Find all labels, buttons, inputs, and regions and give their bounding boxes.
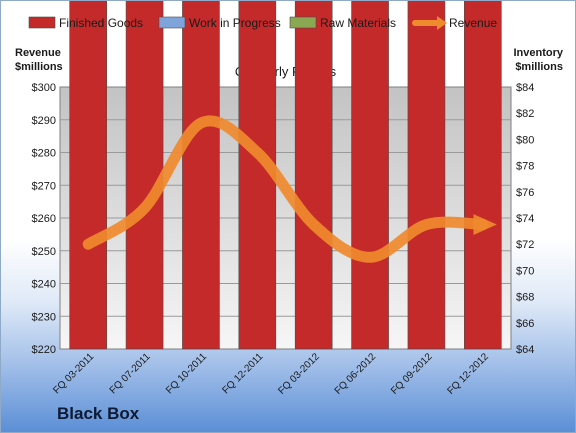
legend-swatch (158, 16, 186, 29)
revenue-line (82, 115, 489, 263)
right-tick-label: $72 (516, 239, 534, 251)
right-tick-label: $66 (516, 318, 534, 330)
right-tick-label: $82 (516, 108, 534, 120)
left-axis-label-line2: $millions (15, 61, 63, 73)
bar-finished-goods (294, 1, 333, 350)
left-tick-label: $270 (32, 180, 56, 192)
company-name: Black Box (57, 404, 140, 423)
right-tick-label: $76 (516, 187, 534, 199)
bar-finished-goods (407, 1, 446, 350)
left-tick-label: $260 (32, 213, 56, 225)
left-tick-label: $280 (32, 148, 56, 160)
right-tick-label: $70 (516, 265, 534, 277)
right-tick-label: $80 (516, 134, 534, 146)
category-label: FQ 03-2011 (51, 351, 96, 396)
bar-finished-goods (351, 1, 389, 350)
legend-label: Finished Goods (59, 16, 143, 30)
left-tick-label: $240 (32, 279, 56, 291)
right-tick-label: $78 (516, 161, 534, 173)
category-label: FQ 09-2012 (389, 351, 435, 397)
legend-label: Work in Progress (189, 16, 281, 30)
left-tick-label: $220 (32, 344, 56, 356)
category-label: FQ 12-2012 (445, 351, 491, 397)
category-label: FQ 10-2011 (164, 351, 209, 396)
category-label: FQ 07-2011 (108, 351, 153, 396)
bar-finished-goods (69, 1, 107, 350)
right-axis-label-line2: $millions (515, 61, 563, 73)
right-axis-label-line1: Inventory (513, 47, 563, 59)
right-tick-label: $84 (516, 82, 534, 94)
bar-finished-goods (464, 1, 502, 350)
category-label: FQ 03-2012 (276, 351, 322, 397)
category-label: FQ 06-2012 (333, 351, 379, 397)
left-tick-label: $230 (32, 311, 56, 323)
bar-finished-goods (125, 1, 164, 350)
legend-arrowhead (437, 16, 447, 30)
right-tick-label: $68 (516, 292, 534, 304)
legend-label: Revenue (449, 16, 497, 30)
legend-swatch (28, 16, 56, 29)
right-tick-label: $64 (516, 344, 534, 356)
legend-label: Raw Materials (320, 16, 396, 30)
bar-finished-goods (182, 1, 220, 350)
left-tick-label: $250 (32, 246, 56, 258)
legend-swatch (289, 16, 317, 29)
left-axis-label-line1: Revenue (15, 47, 61, 59)
left-tick-label: $290 (32, 115, 56, 127)
right-tick-label: $74 (516, 213, 534, 225)
category-label: FQ 12-2011 (220, 351, 265, 396)
revenue-arrowhead (473, 214, 497, 235)
left-tick-label: $300 (32, 82, 56, 94)
